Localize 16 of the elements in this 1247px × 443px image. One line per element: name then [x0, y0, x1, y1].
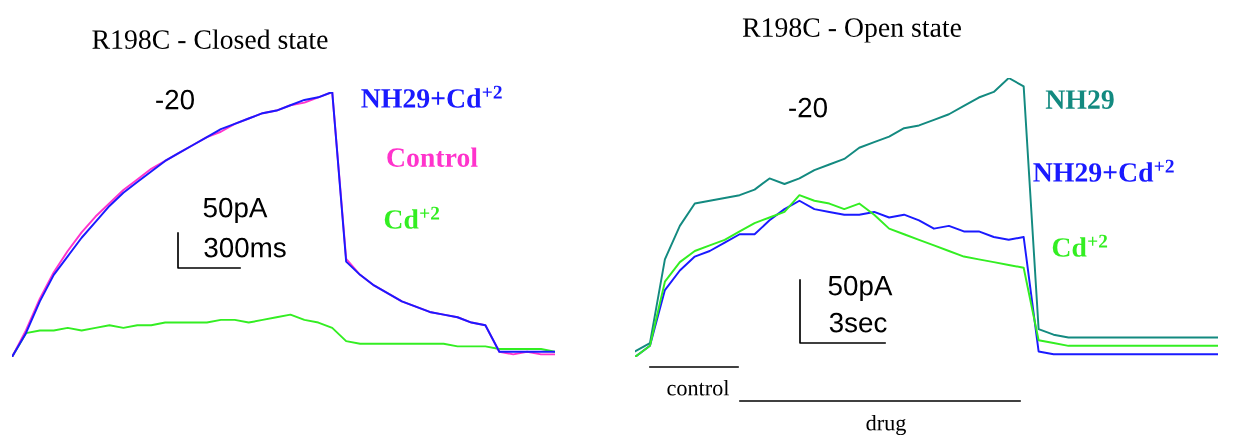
- chart-title: R198C - Open state: [742, 18, 961, 43]
- annotation: -20: [789, 97, 827, 118]
- series-label: NH29+Cd$^{+2}$: [361, 85, 502, 108]
- series-label: Control: [387, 147, 478, 167]
- text: Cd$^{+2}$: [384, 206, 440, 229]
- text: control: [667, 379, 730, 396]
- text: drug: [866, 414, 906, 436]
- annotation: -20: [156, 89, 194, 110]
- annotation: 300ms: [204, 237, 286, 258]
- series-label: Cd$^{+2}$: [1052, 234, 1108, 257]
- series-label: NH29: [1045, 90, 1114, 109]
- text: NH29+Cd$^{+2}$: [1033, 159, 1174, 182]
- chart-title: R198C - Closed state: [92, 29, 328, 49]
- annotation: 50pA: [828, 275, 893, 301]
- annotation: 50pA: [203, 197, 268, 223]
- annotation: 3sec: [829, 312, 887, 333]
